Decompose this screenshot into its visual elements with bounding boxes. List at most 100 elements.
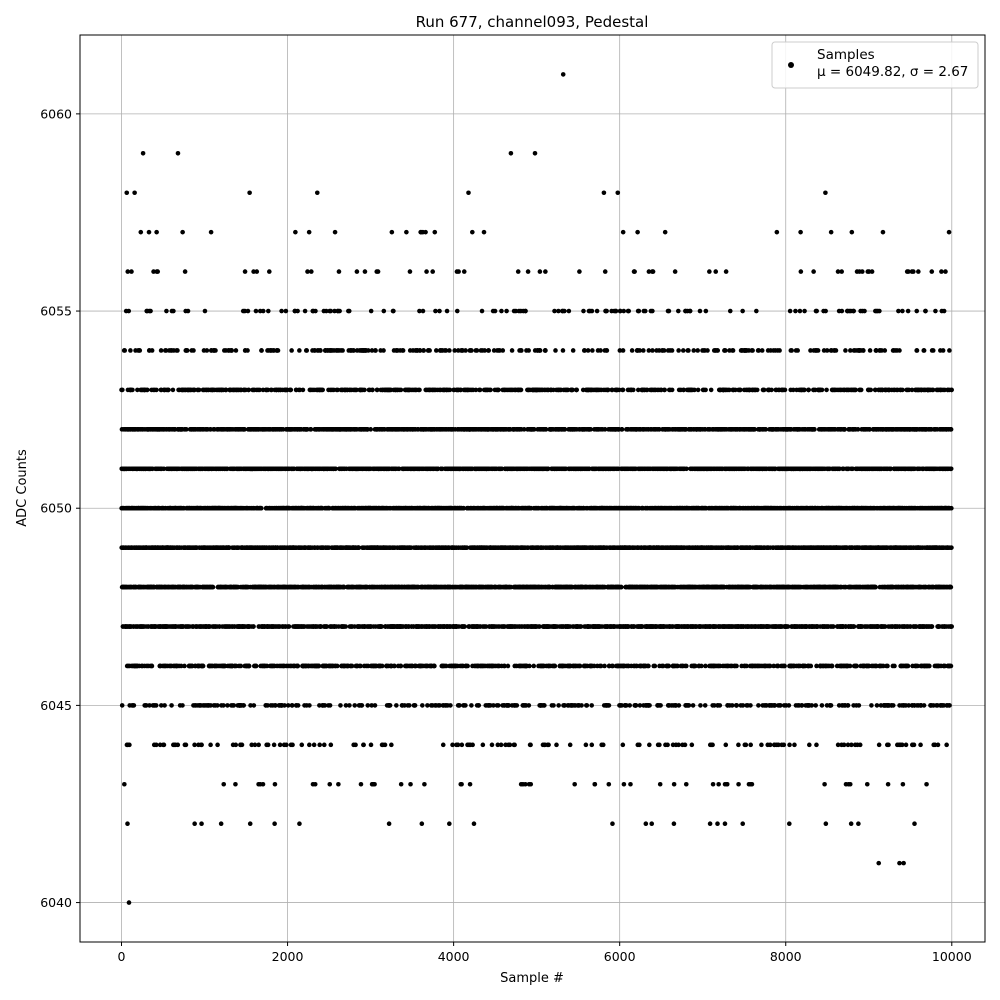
data-point [229,348,234,353]
data-point [208,229,214,235]
data-point [381,308,387,314]
data-point [178,663,184,669]
data-point [295,308,300,314]
data-point [313,308,318,314]
data-point [122,781,127,787]
data-point [461,269,467,274]
data-point [372,703,378,708]
data-point [318,348,323,353]
data-point [161,742,167,748]
data-point [420,703,425,708]
data-point [180,229,185,235]
data-point [145,387,150,393]
data-point [256,742,261,748]
data-point [375,269,381,274]
data-point [162,703,167,708]
data-point [182,269,188,274]
data-point [182,663,187,669]
data-point [259,348,264,353]
data-point [295,663,301,669]
data-point [359,703,365,708]
data-point [163,348,169,353]
data-point [164,308,169,314]
data-point [251,269,256,274]
data-point [398,663,404,669]
data-point [368,427,373,432]
data-point [306,229,312,235]
data-point [247,821,253,826]
data-point [470,742,475,748]
data-point [245,348,250,353]
data-point [440,742,446,748]
data-point [272,821,277,826]
data-point [518,387,524,393]
data-point [233,781,238,787]
data-point [120,387,125,393]
data-point [320,387,325,393]
data-point [432,663,437,669]
data-point [512,742,517,748]
data-point [459,742,465,748]
data-point [223,387,229,393]
data-point [138,229,144,235]
data-point [218,821,224,826]
data-point [204,348,210,353]
data-point [417,387,422,393]
data-point [398,781,404,787]
data-point [191,348,196,353]
data-point [200,663,206,669]
data-point [523,308,528,314]
data-point [327,703,333,708]
data-point [248,703,253,708]
data-point [192,742,197,748]
data-point [358,781,364,787]
data-point [394,703,399,708]
data-point [466,190,471,196]
data-point [149,663,155,669]
data-point [457,703,462,708]
data-point [307,742,312,748]
data-point [499,308,504,314]
data-point [184,348,190,353]
data-point [447,348,452,353]
data-point [239,742,245,748]
data-point [372,781,377,787]
data-point [489,742,495,748]
data-point [368,742,374,748]
data-point [175,348,180,353]
data-point [467,781,473,787]
data-point [259,505,264,511]
data-point [166,387,171,393]
data-point [335,663,340,669]
data-point [208,742,213,748]
data-point [408,781,413,787]
data-point [251,703,257,708]
data-points [119,72,955,905]
data-point [437,308,442,314]
data-point [125,821,130,826]
data-point [361,742,366,748]
data-point [432,229,438,235]
data-point [528,781,534,787]
data-point [314,190,320,196]
data-point [304,348,310,353]
data-point [253,308,259,314]
data-point [132,190,137,196]
data-point [447,821,452,826]
data-point [400,348,406,353]
data-point [279,308,284,314]
data-point [225,703,230,708]
data-point [463,703,468,708]
data-point [470,229,475,235]
data-point [302,308,308,314]
data-point [336,781,341,787]
data-point [321,742,327,748]
data-point [307,703,312,708]
data-point [488,387,493,393]
data-point [379,663,385,669]
data-point [422,781,427,787]
data-point [312,781,318,787]
data-point [277,742,283,748]
data-point [271,742,277,748]
